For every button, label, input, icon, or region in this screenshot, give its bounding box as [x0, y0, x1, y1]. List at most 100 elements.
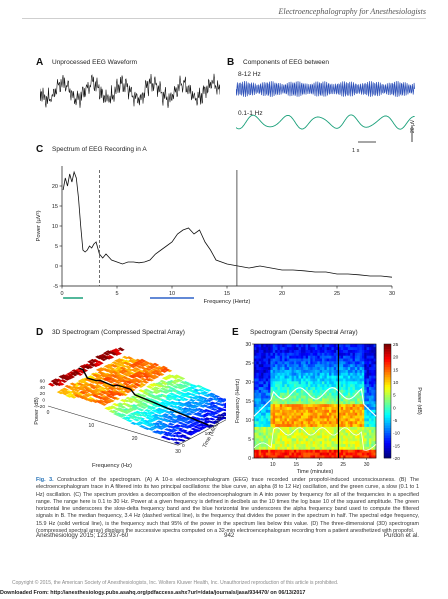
- colorbar-segment: [384, 387, 391, 390]
- spectrogram-cell: [303, 349, 306, 353]
- spectrogram-cell: [361, 429, 365, 433]
- spectrogram-cell: [291, 415, 295, 419]
- surface-cell: [158, 430, 166, 434]
- spectrogram-cell: [357, 449, 360, 453]
- spectrogram-cell: [315, 418, 318, 422]
- spectrogram-cell: [282, 435, 285, 439]
- spectrogram-cell: [300, 352, 304, 356]
- surface-cell: [182, 431, 190, 434]
- spectrogram-cell: [326, 386, 330, 390]
- spectrogram-cell: [352, 398, 356, 402]
- spectrogram-cell: [289, 361, 292, 365]
- spectrogram-cell: [307, 423, 311, 427]
- spectrogram-cell: [338, 349, 342, 353]
- spectrogram-cell: [333, 395, 337, 399]
- spectrogram-cell: [333, 389, 337, 393]
- spectrogram-cell: [326, 381, 330, 385]
- spectrogram-cell: [312, 449, 316, 453]
- spectrogram-cell: [261, 355, 264, 359]
- spectrogram-cell: [361, 372, 365, 376]
- spectrogram-cell: [261, 443, 264, 447]
- surface-cell: [179, 411, 186, 415]
- surface-cell: [107, 354, 115, 359]
- spectrogram-cell: [305, 398, 309, 402]
- surface-cell: [165, 397, 173, 401]
- spectrogram-cell: [329, 363, 332, 368]
- spectrogram-cell: [333, 455, 337, 459]
- surface-cell: [125, 371, 133, 376]
- spectrogram-cell: [347, 438, 351, 442]
- spectrogram-cell: [338, 352, 342, 356]
- spectrogram-cell: [322, 429, 325, 433]
- surface-cell: [162, 424, 170, 428]
- surface-cell: [83, 365, 91, 370]
- surface-cell: [166, 380, 174, 385]
- spectrogram-cell: [275, 438, 278, 442]
- spectrogram-cell: [282, 403, 285, 407]
- spectrogram-cell: [319, 344, 323, 348]
- spectrogram-cell: [354, 378, 358, 382]
- spectrogram-cell: [279, 452, 283, 456]
- spectrogram-cell: [312, 369, 316, 373]
- spectrogram-cell: [326, 375, 330, 379]
- surface-cell: [177, 395, 185, 399]
- spectrogram-cell: [272, 369, 276, 373]
- header-rule: [22, 18, 426, 19]
- surface-cell: [181, 423, 189, 427]
- spectrogram-cell: [326, 369, 330, 373]
- spectrogram-cell: [373, 409, 377, 413]
- surface-cell: [106, 363, 114, 368]
- surface-cell: [189, 405, 197, 409]
- surface-cell: [202, 399, 210, 403]
- surface-cell: [151, 409, 159, 413]
- download-link-note[interactable]: Downloaded From: http://anesthesiology.p…: [0, 590, 448, 596]
- spectrogram-cell: [333, 344, 337, 348]
- spectrogram-cell: [326, 372, 330, 376]
- spectrogram-cell: [272, 409, 276, 413]
- spectrogram-cell: [354, 395, 358, 399]
- spectrogram-cell: [298, 415, 302, 419]
- surface-cell: [186, 386, 194, 391]
- spectrogram-cell: [317, 409, 320, 413]
- surface-cell: [160, 435, 168, 439]
- spectrogram-cell: [263, 449, 267, 453]
- surface-cell: [87, 398, 94, 403]
- surface-cell: [106, 373, 114, 378]
- spectrogram-cell: [329, 355, 332, 359]
- spectrogram-cell: [350, 383, 353, 388]
- surface-cell: [86, 392, 94, 397]
- spectrogram-cell: [371, 355, 374, 359]
- surface-cell: [60, 379, 68, 383]
- spectrogram-cell: [361, 412, 365, 416]
- spectrogram-cell: [338, 409, 342, 413]
- spectrogram-cell: [352, 426, 356, 430]
- spectrogram-cell: [371, 406, 374, 410]
- spectrogram-cell: [357, 381, 360, 385]
- spectrogram-cell: [263, 352, 267, 356]
- spectrogram-cell: [317, 372, 320, 376]
- spectrogram-cell: [282, 352, 285, 356]
- spectrogram-cell: [300, 369, 304, 373]
- spectrogram-cell: [303, 386, 306, 390]
- spectrogram-cell: [352, 381, 356, 385]
- spectrogram-cell: [263, 344, 267, 348]
- spectrogram-cell: [329, 349, 332, 353]
- spectrogram-cell: [361, 395, 365, 399]
- spectrogram-cell: [312, 420, 316, 425]
- spectrogram-cell: [368, 423, 372, 427]
- spectrogram-cell: [289, 440, 292, 445]
- surface-cell: [199, 426, 207, 429]
- spectrogram-cell: [286, 375, 290, 379]
- spectrogram-cell: [261, 440, 264, 445]
- c-y-tick-label: 0: [55, 264, 58, 270]
- surface-cell: [114, 359, 122, 363]
- surface-cell: [175, 378, 183, 382]
- spectrogram-cell: [359, 452, 363, 456]
- spectrogram-cell: [279, 352, 283, 356]
- spectrogram-cell: [312, 363, 316, 368]
- spectrogram-cell: [268, 355, 271, 359]
- spectrogram-cell: [338, 375, 342, 379]
- surface-cell: [180, 403, 188, 407]
- surface-cell: [143, 388, 151, 392]
- spectrogram-cell: [315, 426, 318, 430]
